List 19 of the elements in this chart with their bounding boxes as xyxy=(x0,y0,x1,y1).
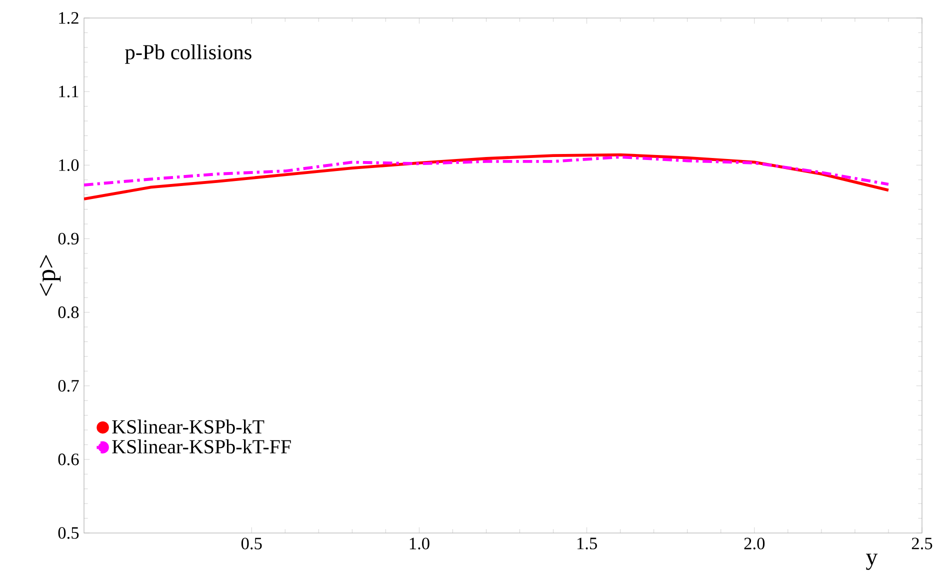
legend-label: KSlinear-KSPb-kT xyxy=(112,420,264,434)
x-tick-label: 2.5 xyxy=(912,538,932,550)
y-tick-label: 0.8 xyxy=(58,306,79,318)
legend-label: KSlinear-KSPb-kT-FF xyxy=(112,439,291,454)
y-axis-title: <p> xyxy=(40,255,61,296)
x-tick-label: 2.0 xyxy=(744,538,765,550)
y-tick-label: 1.2 xyxy=(59,12,78,24)
line-series xyxy=(84,156,890,186)
y-tick-label: 0.6 xyxy=(58,454,79,466)
y-tick-label: 0.9 xyxy=(58,232,79,245)
y-tick-label: 1.1 xyxy=(59,86,78,98)
x-tick-label: 1.0 xyxy=(410,538,430,550)
x-axis-title: y xyxy=(866,554,878,570)
x-tick-label: 1.5 xyxy=(577,538,597,550)
x-tick-label: 0.5 xyxy=(241,538,262,550)
y-tick-label: 0.7 xyxy=(58,380,79,392)
annotation: p-Pb collisions xyxy=(125,44,252,64)
y-tick-label: 0.5 xyxy=(58,527,79,539)
y-tick-label: 1.0 xyxy=(59,159,79,172)
